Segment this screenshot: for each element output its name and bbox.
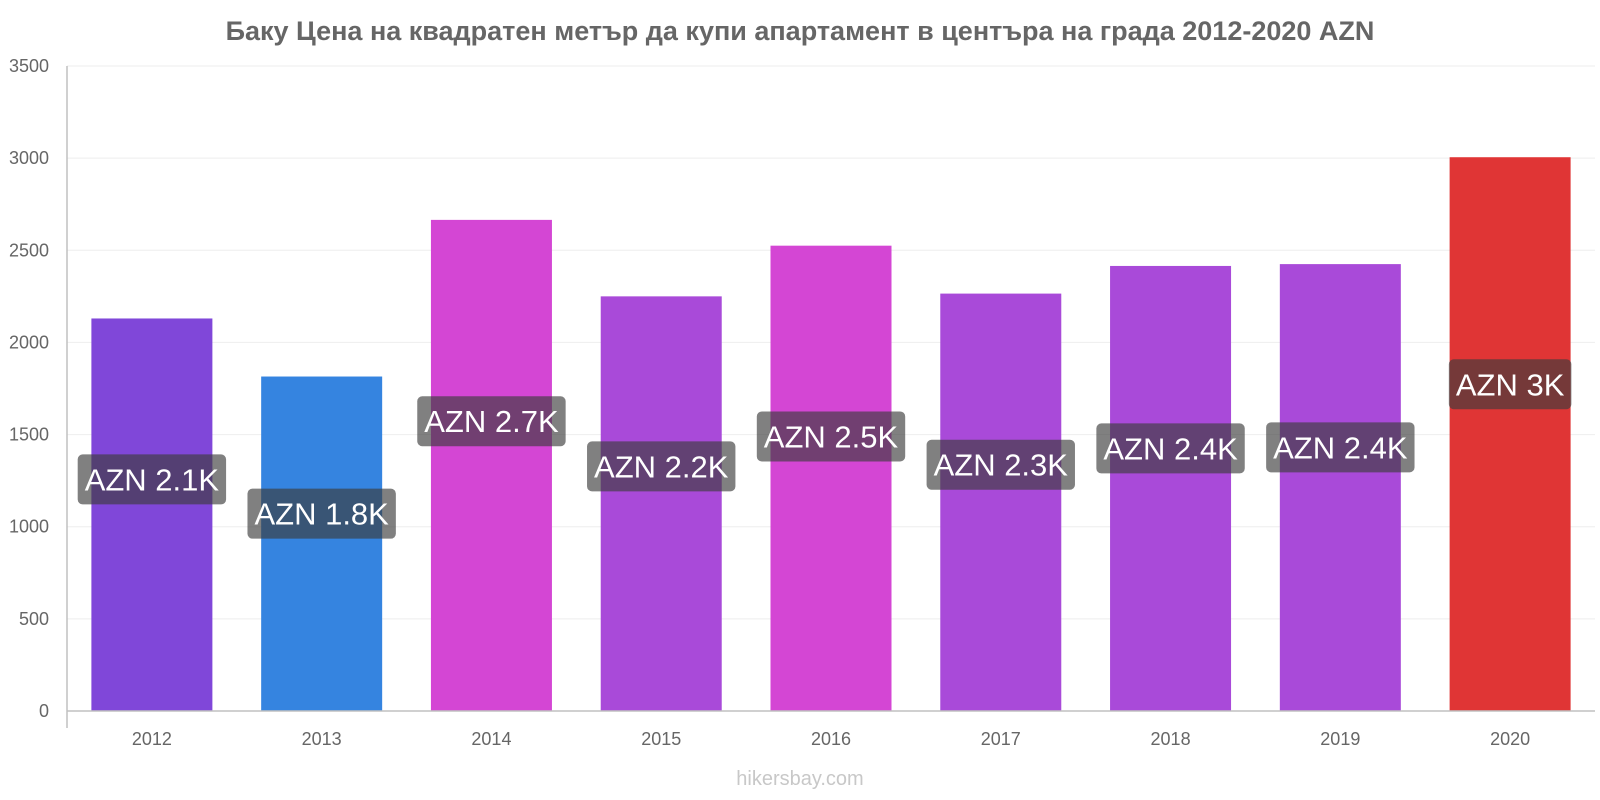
data-label-text: AZN 3K <box>1456 367 1565 402</box>
x-tick-label: 2013 <box>302 729 342 749</box>
y-tick-label: 1000 <box>9 517 49 537</box>
data-label: AZN 2.3K <box>926 439 1075 490</box>
bar <box>1110 265 1232 711</box>
y-tick-label: 0 <box>39 701 49 721</box>
watermark: hikersbay.com <box>736 768 864 790</box>
bar <box>91 318 213 711</box>
data-label: AZN 2.4K <box>1266 422 1415 473</box>
y-tick-label: 2000 <box>9 332 49 352</box>
data-label-text: AZN 2.3K <box>934 448 1069 483</box>
data-label-text: AZN 2.5K <box>764 419 899 454</box>
x-tick-label: 2018 <box>1151 729 1191 749</box>
bar <box>261 376 383 711</box>
data-label: AZN 2.7K <box>417 396 566 447</box>
x-tick-label: 2020 <box>1490 729 1530 749</box>
data-label-box <box>247 488 396 539</box>
y-tick-label: 1500 <box>9 425 49 445</box>
data-label: AZN 1.8K <box>247 488 396 539</box>
axes: 0 500 1000 1500 2000 2500 3000 3500 2012 2013 2014… <box>9 56 1595 749</box>
data-label: AZN 2.5K <box>756 411 906 462</box>
data-label-box <box>417 396 566 447</box>
x-tick-label: 2015 <box>641 729 681 749</box>
data-label: AZN 3K <box>1448 359 1572 410</box>
data-label-text: AZN 2.1K <box>85 462 220 497</box>
x-tick-label: 2019 <box>1320 729 1360 749</box>
bar <box>430 219 552 711</box>
data-label-box <box>587 441 736 492</box>
data-label-box <box>926 439 1075 490</box>
data-label-text: AZN 1.8K <box>254 497 389 532</box>
y-tick-label: 3000 <box>9 148 49 168</box>
data-label-box <box>1448 359 1572 410</box>
data-label: AZN 2.1K <box>77 454 227 505</box>
y-tick-label: 500 <box>19 609 49 629</box>
data-labels: AZN 2.1K AZN 1.8K AZN 2.7K AZN 2.2K AZN 2.5K… <box>77 359 1572 539</box>
data-label-text: AZN 2.4K <box>1273 430 1408 465</box>
bar <box>600 296 722 711</box>
bar <box>1449 157 1571 711</box>
data-label-box <box>1096 423 1245 474</box>
y-tick-label: 3500 <box>9 56 49 76</box>
bars <box>91 157 1571 711</box>
y-tick-label: 2500 <box>9 240 49 260</box>
bar <box>770 245 892 711</box>
bar <box>940 293 1062 711</box>
x-tick-label: 2012 <box>132 729 172 749</box>
data-label-text: AZN 2.4K <box>1103 431 1238 466</box>
chart-title: Баку Цена на квадратен метър да купи апа… <box>225 16 1375 46</box>
data-label-text: AZN 2.7K <box>424 404 559 439</box>
x-tick-label: 2017 <box>981 729 1021 749</box>
data-label: AZN 2.4K <box>1096 423 1245 474</box>
data-label-box <box>756 411 906 462</box>
data-label-text: AZN 2.2K <box>594 449 729 484</box>
x-tick-label: 2016 <box>811 729 851 749</box>
data-label: AZN 2.2K <box>587 441 736 492</box>
bar <box>1279 264 1401 711</box>
data-label-box <box>1266 422 1415 473</box>
data-label-box <box>77 454 227 505</box>
x-tick-label: 2014 <box>471 729 511 749</box>
